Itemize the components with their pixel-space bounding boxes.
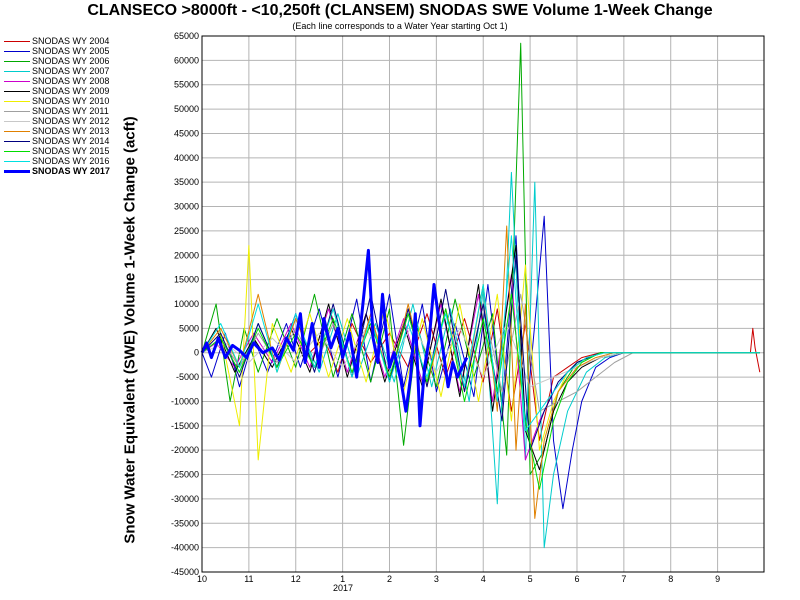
chart-subtitle: (Each line corresponds to a Water Year s…	[292, 21, 508, 31]
series-line-snodas-wy-2017	[200, 248, 469, 428]
legend-label: SNODAS WY 2015	[32, 146, 110, 156]
legend-swatch	[4, 161, 30, 162]
x-tick-label: 12	[291, 574, 301, 584]
series-line-snodas-wy-2006	[201, 42, 760, 475]
legend-label: SNODAS WY 2010	[32, 96, 110, 106]
legend-swatch	[4, 170, 30, 173]
x-tick-label: 3	[434, 574, 439, 584]
x-tick-label: 11	[244, 574, 253, 584]
x-tick-label: 1	[340, 574, 345, 584]
chart-title: CLANSECO >8000ft - <10,250ft (CLANSEM) S…	[87, 2, 713, 19]
series-line-snodas-wy-2010	[201, 245, 760, 461]
legend-label: SNODAS WY 2004	[32, 36, 110, 46]
y-tick-label: 0	[194, 348, 199, 358]
x-tick-label: 7	[621, 574, 626, 584]
y-tick-label: -15000	[171, 421, 199, 431]
y-tick-label: -30000	[171, 494, 199, 504]
legend-swatch	[4, 141, 30, 142]
x-tick-label: 6	[574, 574, 579, 584]
series-line-snodas-wy-2015	[201, 293, 760, 490]
x-ticks: 10 11 12 1 2 3 4 5 6 7 8 9	[197, 574, 720, 584]
y-tick-label: 30000	[174, 202, 199, 212]
y-tick-label: 55000	[174, 80, 199, 90]
y-tick-label: -35000	[171, 518, 199, 528]
legend-swatch	[4, 81, 30, 82]
y-tick-label: 15000	[174, 275, 199, 285]
legend-label: SNODAS WY 2009	[32, 86, 110, 96]
legend-swatch	[4, 131, 30, 132]
y-tick-label: 60000	[174, 55, 199, 65]
legend-label: SNODAS WY 2005	[32, 46, 110, 56]
year-label: 2017	[333, 583, 353, 593]
x-tick-label: 5	[528, 574, 533, 584]
y-tick-label: 65000	[174, 31, 199, 41]
y-tick-label: -20000	[171, 445, 199, 455]
y-tick-label: 10000	[174, 299, 199, 309]
legend-label: SNODAS WY 2014	[32, 136, 110, 146]
y-tick-label: -40000	[171, 543, 199, 553]
y-tick-label: -10000	[171, 396, 199, 406]
legend-swatch	[4, 91, 30, 92]
legend-label: SNODAS WY 2007	[32, 66, 110, 76]
y-tick-label: -25000	[171, 470, 199, 480]
legend-label: SNODAS WY 2008	[32, 76, 110, 86]
y-tick-label: 20000	[174, 250, 199, 260]
legend-label: SNODAS WY 2013	[32, 126, 110, 136]
series-line-snodas-wy-2016	[201, 235, 760, 432]
y-tick-label: 35000	[174, 177, 199, 187]
series-line-snodas-wy-2007	[201, 171, 760, 549]
series-line-snodas-wy-2012	[201, 323, 760, 388]
legend-label: SNODAS WY 2012	[32, 116, 110, 126]
legend-swatch	[4, 121, 30, 122]
legend-label: SNODAS WY 2017	[32, 166, 110, 176]
legend-swatch	[4, 41, 30, 42]
x-tick-label: 4	[481, 574, 486, 584]
legend-label: SNODAS WY 2016	[32, 156, 110, 166]
y-tick-label: 45000	[174, 128, 199, 138]
y-tick-label: 40000	[174, 153, 199, 163]
legend-label: SNODAS WY 2011	[32, 106, 109, 116]
legend-swatch	[4, 101, 30, 102]
x-tick-label: 10	[197, 574, 207, 584]
legend-label: SNODAS WY 2006	[32, 56, 110, 66]
x-tick-label: 9	[715, 574, 720, 584]
x-tick-label: 2	[387, 574, 392, 584]
legend-swatch	[4, 111, 30, 112]
y-tick-label: 5000	[179, 323, 199, 333]
legend-swatch	[4, 71, 30, 72]
legend-swatch	[4, 51, 30, 52]
x-tick-label: 8	[668, 574, 673, 584]
y-ticks: 6500060000550005000045000400003500030000…	[171, 31, 199, 577]
series-lines	[200, 42, 761, 549]
legend-swatch	[4, 61, 30, 62]
y-tick-label: 25000	[174, 226, 199, 236]
legend-swatch	[4, 151, 30, 152]
y-tick-label: 50000	[174, 104, 199, 114]
plot-frame	[201, 35, 765, 573]
y-tick-label: -45000	[171, 567, 199, 577]
y-tick-label: -5000	[176, 372, 199, 382]
series-line-snodas-wy-2005	[201, 215, 760, 510]
